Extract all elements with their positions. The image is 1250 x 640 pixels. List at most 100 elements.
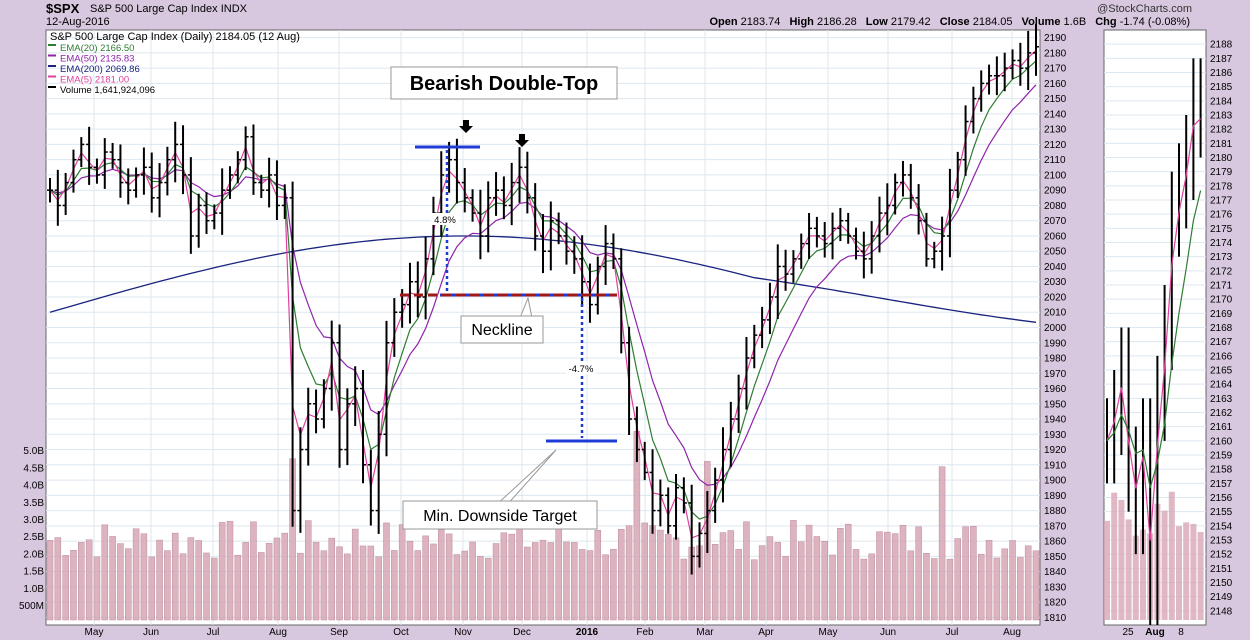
volume-bar	[539, 539, 547, 621]
y-tick-label: 1930	[1044, 430, 1067, 441]
zoom-y-tick-label: 2153	[1210, 536, 1233, 547]
volume-bar	[680, 558, 688, 621]
volume-bar	[422, 535, 429, 621]
volume-bar	[78, 542, 85, 621]
volume-bar	[743, 521, 750, 621]
volume-bar	[571, 542, 578, 621]
volume-bar	[938, 466, 946, 621]
y-tick-label: 1910	[1044, 460, 1067, 471]
volume-bar	[1001, 548, 1008, 621]
zoom-y-tick-label: 2173	[1210, 252, 1233, 263]
volume-bar	[195, 540, 202, 621]
volume-bar	[258, 552, 265, 621]
zoom-y-tick-label: 2166	[1210, 351, 1233, 362]
y-tick-label: 2040	[1044, 262, 1067, 273]
y-tick-label: 2180	[1044, 48, 1067, 59]
y-tick-label: 2160	[1044, 79, 1067, 90]
zoom-volume-bar	[1132, 535, 1139, 620]
volume-tick-label: 2.5B	[23, 532, 44, 543]
zoom-y-tick-label: 2188	[1210, 40, 1233, 51]
volume-bar	[93, 556, 101, 621]
zoom-y-tick-label: 2169	[1210, 309, 1233, 320]
x-tick-label: Aug	[1003, 627, 1021, 638]
pct-label-bg	[566, 362, 596, 374]
zoom-y-tick-label: 2182	[1210, 125, 1233, 136]
volume-bar	[586, 550, 594, 621]
change-value: -1.74 (-0.08%)	[1119, 16, 1190, 28]
volume-bar	[1024, 545, 1032, 621]
volume-bar	[641, 522, 648, 621]
zoom-y-tick-label: 2185	[1210, 82, 1233, 93]
zoom-volume-bar	[1118, 499, 1125, 620]
zoom-y-tick-label: 2157	[1210, 479, 1233, 490]
zoom-y-tick-label: 2155	[1210, 507, 1233, 518]
x-tick-label: Jul	[207, 627, 220, 638]
zoom-y-tick-label: 2162	[1210, 408, 1233, 419]
volume-bar	[954, 538, 961, 621]
zoom-y-tick-label: 2183	[1210, 111, 1233, 122]
volume-bar	[477, 556, 484, 621]
volume-bar	[844, 523, 852, 621]
zoom-y-tick-label: 2184	[1210, 96, 1233, 107]
volume-bar	[414, 550, 422, 621]
legend-swatch	[48, 54, 56, 57]
callout-pointer	[494, 449, 557, 507]
zoom-y-tick-label: 2158	[1210, 465, 1233, 476]
zoom-y-tick-label: 2181	[1210, 139, 1233, 150]
volume-bar	[797, 541, 805, 621]
zoom-y-tick-label: 2171	[1210, 281, 1233, 292]
y-tick-label: 2140	[1044, 109, 1067, 120]
volume-bar	[344, 553, 351, 621]
x-tick-label: Mar	[696, 627, 714, 638]
volume-bar	[813, 536, 821, 621]
volume-bar	[203, 552, 210, 621]
callout-title: Bearish Double-Top	[410, 73, 599, 95]
volume-tick-label: 4.5B	[23, 463, 44, 474]
volume-bar	[304, 520, 312, 621]
x-tick-label: Jun	[143, 627, 159, 638]
volume-bar	[657, 529, 664, 621]
zoom-volume-bar	[1183, 522, 1190, 620]
y-tick-label: 2130	[1044, 125, 1067, 136]
zoom-volume-bar	[1197, 532, 1204, 620]
volume-bar	[1009, 540, 1016, 621]
volume-bar	[211, 557, 218, 621]
volume-bar	[1017, 557, 1024, 621]
y-tick-label: 2120	[1044, 140, 1067, 151]
volume-bar	[782, 556, 789, 621]
volume-bar	[250, 521, 257, 621]
volume-bar	[899, 524, 907, 621]
chart-title: S&P 500 Large Cap Index (Daily) 2184.05 …	[50, 31, 300, 43]
volume-bar	[140, 533, 148, 621]
y-tick-label: 1840	[1044, 567, 1067, 578]
volume-bar	[226, 520, 234, 621]
volume-bar	[837, 528, 844, 621]
zoom-volume-bar	[1140, 529, 1146, 620]
legend-entry: EMA(20) 2166.50	[60, 43, 134, 54]
x-tick-label: Sep	[330, 627, 348, 638]
y-tick-label: 2100	[1044, 170, 1067, 181]
volume-bar	[625, 525, 633, 621]
volume-bar	[156, 539, 163, 621]
volume-bar	[821, 540, 828, 621]
volume-bar	[62, 555, 69, 621]
y-tick-label: 1990	[1044, 338, 1067, 349]
callout-pointer	[519, 296, 533, 319]
volume-bar	[524, 546, 531, 621]
volume-bar	[375, 556, 382, 621]
zoom-y-tick-label: 2180	[1210, 153, 1233, 164]
y-tick-label: 1920	[1044, 445, 1067, 456]
y-tick-label: 1830	[1044, 582, 1067, 593]
volume-bar	[555, 526, 562, 621]
volume-bar	[265, 542, 273, 621]
volume-bar	[132, 528, 140, 621]
volume-bar	[602, 554, 609, 621]
legend-swatch	[48, 44, 56, 46]
zoom-volume-bar	[1161, 510, 1168, 620]
volume-bar	[492, 543, 500, 621]
y-tick-label: 2110	[1044, 155, 1066, 166]
x-tick-label: Nov	[454, 627, 472, 638]
volume-bar	[406, 540, 414, 621]
stockcharts-watermark: @StockCharts.com	[1097, 3, 1192, 15]
